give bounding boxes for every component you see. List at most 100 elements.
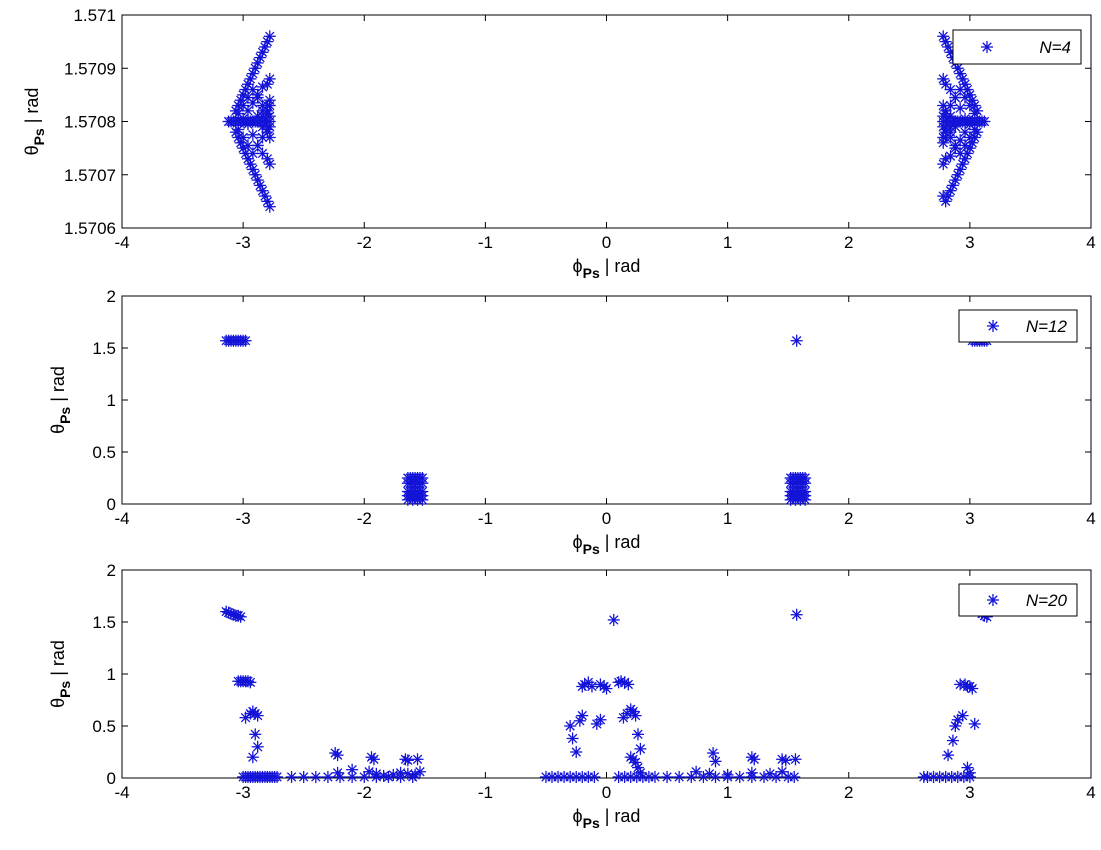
data-point: [944, 150, 957, 163]
data-point: [648, 770, 661, 783]
data-point: [251, 88, 264, 101]
data-point: [232, 123, 245, 136]
x-tick-label: 4: [1086, 233, 1095, 252]
data-point: [246, 751, 259, 764]
data-point: [246, 128, 259, 141]
data-point: [937, 99, 950, 112]
x-axis-label: ϕPs | rad: [573, 806, 641, 831]
data-point: [570, 746, 583, 758]
x-tick-label: -4: [114, 233, 129, 252]
legend-marker: [981, 41, 993, 53]
data-point: [263, 30, 276, 43]
data-point: [937, 158, 950, 171]
legend: N=12: [958, 309, 1078, 343]
y-tick-label: 2: [107, 561, 116, 580]
data-point: [748, 753, 761, 766]
data-point: [629, 709, 642, 722]
data-point: [566, 732, 579, 745]
data-point: [285, 770, 298, 783]
data-point: [963, 131, 976, 144]
x-tick-label: -1: [478, 233, 493, 252]
x-tick-label: -3: [236, 509, 251, 528]
data-point: [937, 30, 950, 43]
data-point: [942, 749, 955, 762]
data-point: [234, 610, 247, 623]
subplot-n4: -4 -3 -2 -1 0 1 2 3 4 1.5706 1.5707 1.5708 1.5709 1.5…: [22, 6, 1096, 281]
data-point: [959, 126, 972, 139]
plot-area: [121, 569, 1092, 779]
data-point: [263, 72, 276, 85]
data-point: [576, 709, 589, 722]
legend-box: [958, 309, 1078, 343]
series-points: [220, 334, 993, 506]
y-tick-label: 1.5: [92, 613, 116, 632]
legend-marker: [987, 594, 999, 606]
legend-label: N=20: [1026, 591, 1068, 610]
data-point: [709, 755, 722, 768]
series-points: [222, 30, 991, 213]
data-point: [956, 709, 969, 722]
data-point: [963, 766, 976, 779]
legend-label: N=4: [1039, 38, 1071, 57]
data-point: [954, 163, 967, 176]
data-point: [588, 770, 601, 783]
data-point: [564, 720, 577, 732]
data-point: [788, 770, 801, 783]
legend: N=4: [952, 29, 1082, 65]
x-axis-label: ϕPs | rad: [573, 256, 641, 281]
y-axis-label: θPs | rad: [48, 640, 73, 708]
data-point: [271, 770, 284, 783]
y-tick-label: 0.5: [92, 443, 116, 462]
x-tick-label: -2: [357, 233, 372, 252]
x-tick-label: -4: [114, 509, 129, 528]
data-point: [585, 680, 598, 693]
data-point: [634, 742, 647, 755]
y-tick-label: 0.5: [92, 717, 116, 736]
x-tick-label: 2: [844, 233, 853, 252]
data-point: [251, 709, 264, 722]
data-point: [249, 728, 262, 741]
data-point: [401, 754, 414, 767]
data-point: [241, 104, 254, 117]
y-tick-label: 2: [107, 287, 116, 306]
data-point: [239, 334, 252, 347]
data-point: [346, 763, 359, 776]
data-point: [661, 770, 674, 783]
data-point: [600, 682, 613, 695]
data-point: [703, 767, 716, 780]
y-tick-label: 1.5708: [64, 113, 116, 132]
y-tick-label: 1.571: [73, 6, 116, 25]
data-point: [937, 190, 950, 203]
data-point: [799, 493, 812, 506]
data-point: [244, 676, 257, 689]
x-tick-label: 1: [723, 783, 732, 802]
data-point: [263, 158, 276, 171]
data-point: [790, 334, 803, 347]
data-point: [401, 767, 414, 780]
x-tick-label: -3: [236, 783, 251, 802]
x-tick-label: 3: [965, 509, 974, 528]
data-point: [790, 608, 803, 621]
data-point: [745, 766, 758, 779]
data-point: [594, 713, 607, 726]
y-tick-label: 1.5706: [64, 219, 116, 238]
x-axis-label: ϕPs | rad: [573, 532, 641, 557]
data-point: [937, 72, 950, 85]
data-point: [937, 131, 950, 144]
data-point: [254, 179, 267, 192]
x-tick-label: -3: [236, 233, 251, 252]
data-point: [370, 767, 383, 780]
subplot-n20: -4 -3 -2 -1 0 1 2 3 4 0 0.5 1 1.5 2 ϕPs | rad θPs | rad…: [48, 561, 1096, 831]
x-tick-label: 3: [965, 783, 974, 802]
x-tick-label: 3: [965, 233, 974, 252]
data-point: [707, 747, 720, 760]
data-point: [251, 740, 264, 753]
data-point: [237, 131, 250, 144]
x-tick-label: 0: [602, 233, 611, 252]
x-tick-label: 2: [844, 783, 853, 802]
data-point: [263, 131, 276, 144]
legend-label: N=12: [1026, 317, 1068, 336]
legend-box: [958, 583, 1078, 617]
data-point: [949, 91, 962, 104]
